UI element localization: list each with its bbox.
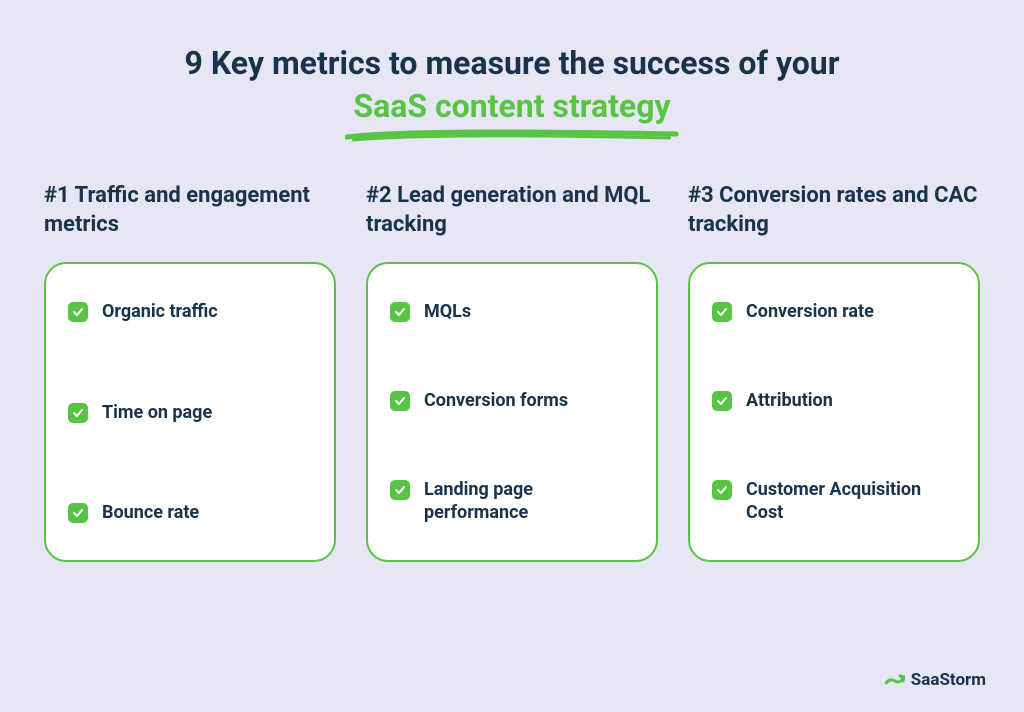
check-icon xyxy=(390,480,410,500)
title-highlight-text: SaaS content strategy xyxy=(353,87,670,125)
check-icon xyxy=(712,302,732,322)
column-1: #1 Traffic and engagement metrics Organi… xyxy=(44,182,336,562)
item-label: Organic traffic xyxy=(102,300,218,323)
column-heading: #1 Traffic and engagement metrics xyxy=(44,182,336,240)
column-3: #3 Conversion rates and CAC tracking Con… xyxy=(688,182,980,562)
column-2: #2 Lead generation and MQL tracking MQLs… xyxy=(366,182,658,562)
check-icon xyxy=(390,302,410,322)
list-item: Conversion forms xyxy=(390,389,634,412)
column-heading: #2 Lead generation and MQL tracking xyxy=(366,182,658,240)
brand-icon xyxy=(885,672,905,688)
brand-logo: SaaStorm xyxy=(885,670,986,690)
metric-card: Conversion rate Attribution Customer Acq… xyxy=(688,262,980,562)
check-icon xyxy=(68,302,88,322)
item-label: Customer Acquisition Cost xyxy=(746,478,956,525)
list-item: Bounce rate xyxy=(68,501,312,524)
item-label: Time on page xyxy=(102,401,212,424)
item-label: Landing page performance xyxy=(424,478,634,525)
item-label: Conversion rate xyxy=(746,300,874,323)
list-item: Organic traffic xyxy=(68,300,312,323)
item-label: Bounce rate xyxy=(102,501,199,524)
list-item: MQLs xyxy=(390,300,634,323)
item-label: Conversion forms xyxy=(424,389,568,412)
underline-icon xyxy=(345,128,678,142)
column-heading: #3 Conversion rates and CAC tracking xyxy=(688,182,980,240)
item-label: MQLs xyxy=(424,300,471,323)
title-line-1: 9 Key metrics to measure the success of … xyxy=(44,42,980,85)
title: 9 Key metrics to measure the success of … xyxy=(44,42,980,128)
list-item: Conversion rate xyxy=(712,300,956,323)
metric-card: Organic traffic Time on page Bounce rate xyxy=(44,262,336,562)
check-icon xyxy=(712,480,732,500)
metric-card: MQLs Conversion forms Landing page perfo… xyxy=(366,262,658,562)
list-item: Landing page performance xyxy=(390,478,634,525)
columns: #1 Traffic and engagement metrics Organi… xyxy=(44,182,980,562)
list-item: Attribution xyxy=(712,389,956,412)
check-icon xyxy=(390,391,410,411)
list-item: Time on page xyxy=(68,401,312,424)
check-icon xyxy=(68,503,88,523)
title-line-2: SaaS content strategy xyxy=(353,85,670,128)
check-icon xyxy=(712,391,732,411)
list-item: Customer Acquisition Cost xyxy=(712,478,956,525)
check-icon xyxy=(68,403,88,423)
brand-name: SaaStorm xyxy=(911,670,986,690)
item-label: Attribution xyxy=(746,389,833,412)
